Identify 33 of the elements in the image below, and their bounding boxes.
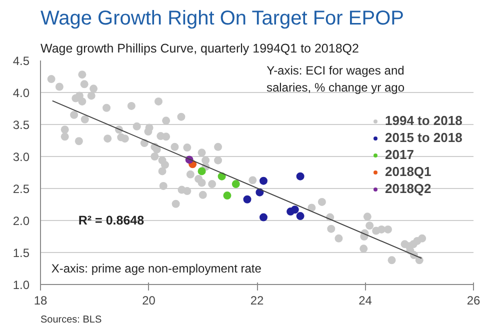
y-tick-label: 3.5 [12,118,30,132]
y-tick-label: 2.5 [12,182,30,196]
y-tick-label: 1.5 [12,246,30,260]
point [259,213,268,222]
chart-subtitle: Wage growth Phillips Curve, quarterly 1994Q1 to 2018Q2 [40,42,360,56]
annotation: R² = 0.8648 [78,214,144,228]
point [232,180,240,188]
x-tick-label: 26 [466,294,480,308]
annotation: X-axis: prime age non-employment rate [51,262,262,276]
legend-label: 1994 to 2018 [385,113,462,128]
legend-label: 2018Q2 [385,181,432,196]
point [259,176,268,185]
y-tick-label: 2.0 [12,214,30,228]
y-tick-label: 3.0 [12,150,30,164]
y-tick-label: 4.0 [12,86,30,100]
x-tick-label: 18 [34,294,48,308]
legend-label: 2017 [385,147,414,162]
point [243,195,252,204]
x-tick-label: 20 [142,294,156,308]
annotation: Y-axis: ECI for wages and salaries, % change yr ago [266,64,405,94]
legend-label: 2018Q1 [385,164,432,179]
point [290,206,299,214]
point [223,192,232,200]
point [296,172,304,180]
y-tick-label: 1.0 [12,278,30,292]
legend-label: 2015 to 2018 [385,130,462,145]
point [296,212,304,220]
x-tick-label: 22 [250,294,264,308]
y-tick-label: 4.5 [12,54,30,68]
source-note: Sources: BLS [40,314,102,326]
x-tick-label: 24 [358,294,372,308]
point [198,167,206,176]
chart-title: Wage Growth Right On Target For EPOP [40,8,404,30]
